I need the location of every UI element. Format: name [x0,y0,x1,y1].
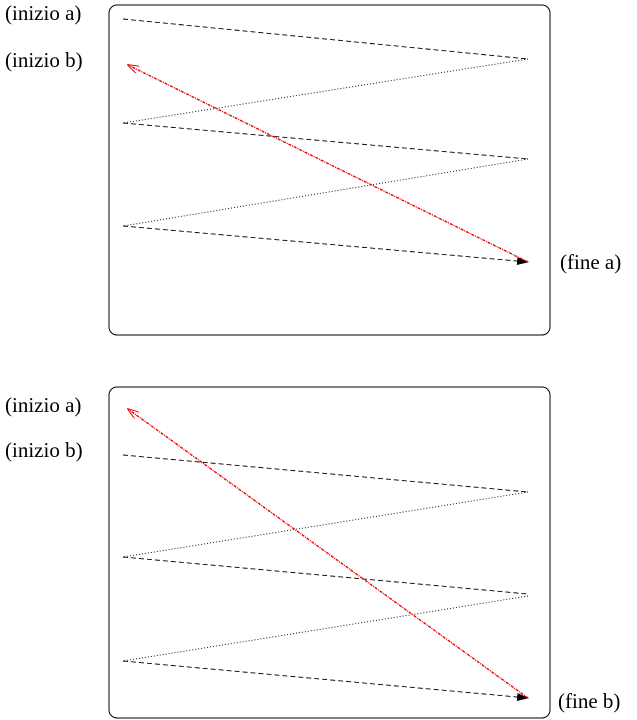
label-start-b: (inizio b) [5,48,83,72]
label-start-a: (inizio a) [5,1,81,25]
label-start-b: (inizio b) [5,438,83,462]
dashed-line [122,122,529,160]
dashed-arrow [122,225,529,266]
label-start-a: (inizio a) [5,393,81,417]
panel-top: (inizio a) (inizio b) (fine a) [5,1,621,336]
dashed-line [122,18,529,60]
panel-frame [108,4,551,336]
label-end: (fine a) [560,250,621,274]
panel-frame [108,386,551,719]
dotted-line [122,158,529,227]
dashed-line [122,556,529,595]
dotted-line [122,491,529,558]
dotted-line [122,595,529,662]
red-arrow [128,409,529,699]
dashed-line [122,454,529,493]
dotted-line [122,58,529,124]
label-end: (fine b) [558,689,620,713]
dashed-arrow [122,660,529,701]
red-arrow [128,65,529,263]
panel-bottom: (inizio a) (inizio b) (fine b) [5,386,620,719]
